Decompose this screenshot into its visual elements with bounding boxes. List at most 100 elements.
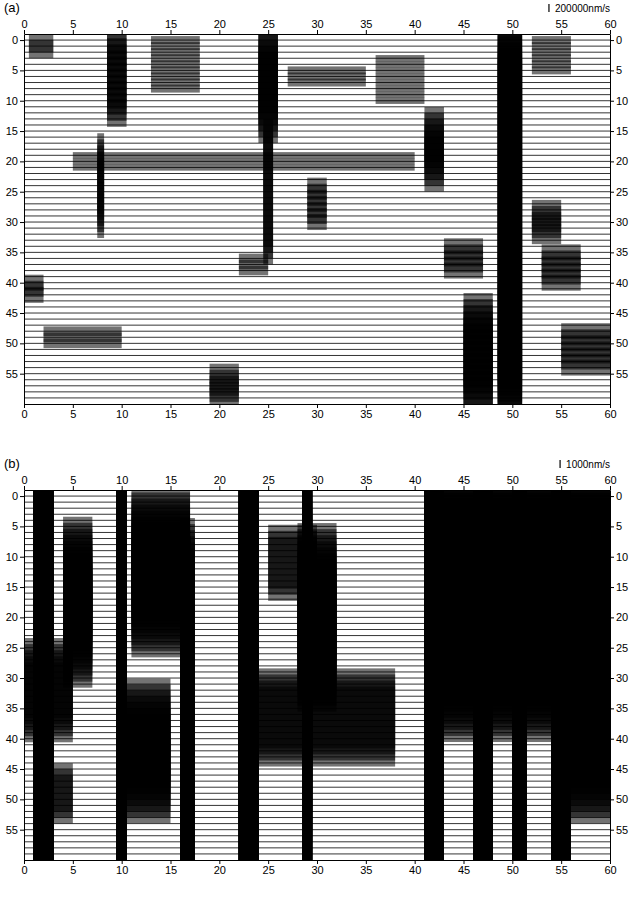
tick-mark bbox=[610, 769, 614, 770]
tick: 0 bbox=[610, 490, 622, 502]
tick-label: 30 bbox=[6, 672, 18, 684]
event-envelope bbox=[376, 85, 425, 91]
tick-label: 20 bbox=[6, 611, 18, 623]
tick-mark bbox=[366, 486, 367, 490]
x-axis-bottom: 051015202530354045505560 bbox=[21, 860, 616, 876]
event-envelope bbox=[44, 339, 122, 349]
tick-label: 30 bbox=[311, 408, 323, 420]
tick-label: 55 bbox=[616, 368, 628, 380]
tick: 20 bbox=[6, 611, 24, 623]
tick-label: 35 bbox=[360, 408, 372, 420]
tick: 50 bbox=[6, 793, 24, 805]
tick-label: 15 bbox=[165, 408, 177, 420]
tick-mark bbox=[20, 161, 24, 162]
tick-label: 20 bbox=[616, 155, 628, 167]
tick: 0 bbox=[21, 860, 27, 876]
tick-label: 25 bbox=[263, 864, 275, 876]
tick-label: 35 bbox=[616, 702, 628, 714]
tick: 0 bbox=[12, 490, 24, 502]
event-envelope bbox=[376, 61, 425, 67]
chart-root: 0510152025303540455055600510152025303540… bbox=[0, 0, 636, 908]
tick-label: 5 bbox=[70, 408, 76, 420]
event-envelope bbox=[542, 275, 581, 291]
axis-line bbox=[24, 35, 25, 405]
event-envelope bbox=[424, 534, 444, 860]
panel-label: (b) bbox=[4, 456, 20, 471]
tick-mark bbox=[20, 101, 24, 102]
tick: 40 bbox=[6, 277, 24, 289]
tick-label: 55 bbox=[556, 474, 568, 486]
tick: 30 bbox=[311, 404, 323, 420]
tick: 5 bbox=[70, 18, 76, 34]
tick-mark bbox=[464, 30, 465, 34]
tick-label: 15 bbox=[165, 864, 177, 876]
tick-label: 45 bbox=[616, 763, 628, 775]
tick: 25 bbox=[263, 474, 275, 490]
tick-mark bbox=[317, 30, 318, 34]
tick: 35 bbox=[610, 702, 628, 714]
tick: 50 bbox=[507, 404, 519, 420]
tick: 30 bbox=[311, 18, 323, 34]
tick-label: 25 bbox=[263, 408, 275, 420]
tick-label: 40 bbox=[616, 733, 628, 745]
tick: 35 bbox=[360, 18, 372, 34]
tick-label: 40 bbox=[409, 408, 421, 420]
tick: 40 bbox=[409, 474, 421, 490]
tick-mark bbox=[610, 739, 614, 740]
tick: 15 bbox=[165, 474, 177, 490]
tick: 20 bbox=[214, 18, 226, 34]
tick-mark bbox=[464, 486, 465, 490]
tick-label: 5 bbox=[12, 520, 18, 532]
tick-label: 0 bbox=[21, 408, 27, 420]
tick-mark bbox=[20, 526, 24, 527]
tick-label: 10 bbox=[116, 18, 128, 30]
tick-label: 5 bbox=[616, 520, 622, 532]
tick-label: 15 bbox=[6, 125, 18, 137]
tick-label: 10 bbox=[116, 474, 128, 486]
tick-label: 35 bbox=[6, 702, 18, 714]
tick-mark bbox=[610, 192, 614, 193]
tick-label: 20 bbox=[214, 18, 226, 30]
tick-mark bbox=[610, 313, 614, 314]
tick-label: 25 bbox=[263, 18, 275, 30]
event-envelope bbox=[268, 537, 317, 601]
tick-label: 0 bbox=[21, 864, 27, 876]
tick: 20 bbox=[610, 155, 628, 167]
tick-label: 25 bbox=[616, 186, 628, 198]
event-envelope bbox=[532, 66, 571, 74]
tick: 0 bbox=[21, 18, 27, 34]
tick-label: 5 bbox=[70, 474, 76, 486]
tick: 15 bbox=[165, 18, 177, 34]
tick: 25 bbox=[6, 186, 24, 198]
tick-label: 0 bbox=[616, 34, 622, 46]
tick-mark bbox=[20, 222, 24, 223]
tick: 30 bbox=[311, 474, 323, 490]
tick-label: 30 bbox=[616, 672, 628, 684]
tick-label: 50 bbox=[507, 864, 519, 876]
event-envelope bbox=[180, 694, 195, 860]
tick-label: 50 bbox=[616, 337, 628, 349]
tick: 50 bbox=[507, 860, 519, 876]
tick-label: 20 bbox=[616, 611, 628, 623]
tick: 25 bbox=[610, 642, 628, 654]
tick-label: 40 bbox=[616, 277, 628, 289]
tick-mark bbox=[20, 374, 24, 375]
tick-label: 15 bbox=[165, 474, 177, 486]
tick: 5 bbox=[12, 520, 24, 532]
tick-mark bbox=[610, 587, 614, 588]
tick-mark bbox=[20, 587, 24, 588]
tick-mark bbox=[610, 648, 614, 649]
tick-mark bbox=[268, 30, 269, 34]
x-axis-bottom: 051015202530354045505560 bbox=[21, 404, 616, 420]
tick: 40 bbox=[610, 277, 628, 289]
event-envelope bbox=[498, 370, 522, 404]
tick-mark bbox=[122, 30, 123, 34]
event-envelope bbox=[376, 79, 425, 85]
tick-mark bbox=[610, 252, 614, 253]
event-envelope bbox=[376, 91, 425, 97]
tick: 40 bbox=[409, 18, 421, 34]
tick-mark bbox=[219, 486, 220, 490]
tick: 5 bbox=[70, 474, 76, 490]
tick-mark bbox=[20, 131, 24, 132]
tick-mark bbox=[20, 557, 24, 558]
